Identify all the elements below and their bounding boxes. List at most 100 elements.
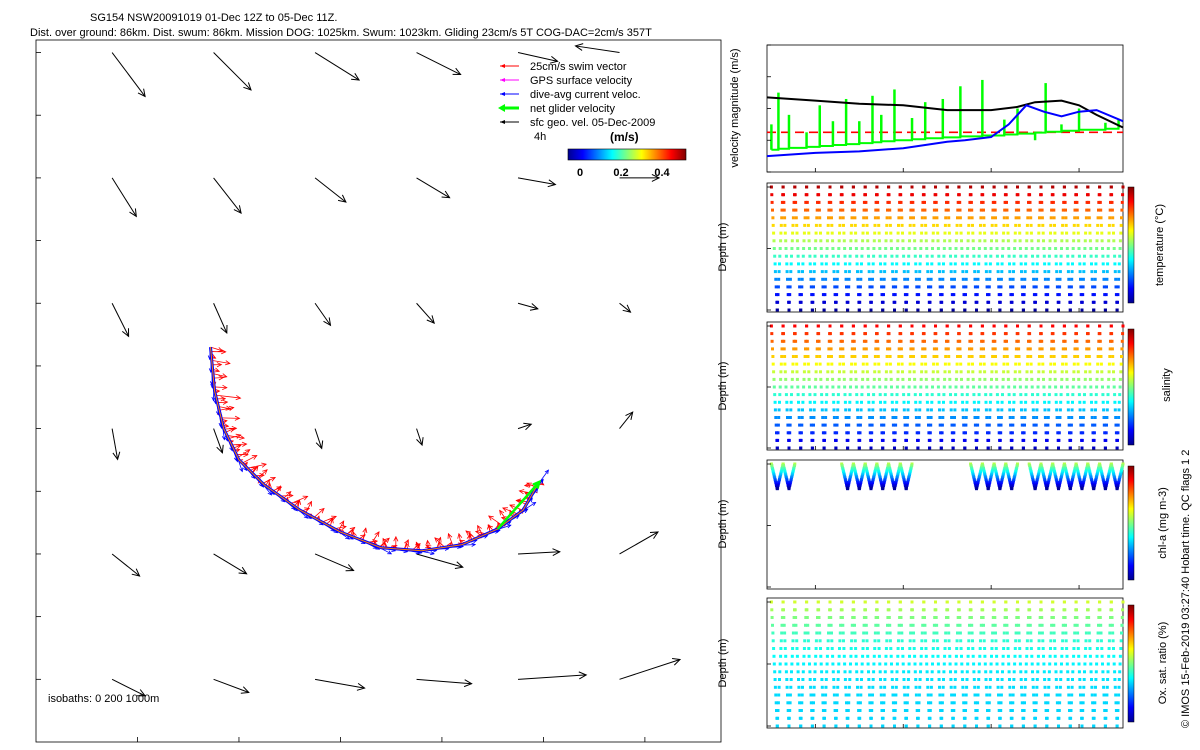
chlorophyll-sample bbox=[1076, 471, 1080, 475]
temperature-sample bbox=[1073, 208, 1077, 212]
salinity-sample bbox=[872, 385, 876, 389]
salinity-sample bbox=[1022, 438, 1026, 442]
temperature-sample bbox=[807, 239, 811, 243]
salinity-sample bbox=[840, 324, 844, 328]
salinity-sample bbox=[905, 431, 909, 435]
temperature-sample bbox=[1045, 300, 1049, 304]
oxygen-sample bbox=[1081, 693, 1085, 697]
oxygen-sample bbox=[940, 701, 944, 705]
oxygen-sample bbox=[1116, 709, 1120, 712]
oxygen-sample bbox=[950, 693, 954, 697]
salinity-sample bbox=[838, 370, 841, 374]
temperature-sample bbox=[864, 193, 867, 197]
temperature-sample bbox=[934, 200, 938, 204]
oxygen-sample bbox=[971, 654, 975, 658]
salinity-sample bbox=[941, 408, 945, 412]
temperature-sample bbox=[794, 216, 798, 220]
oxygen-sample bbox=[942, 670, 946, 674]
oxygen-sample bbox=[858, 716, 862, 720]
temperature-sample bbox=[906, 270, 910, 274]
salinity-sample bbox=[1017, 362, 1021, 366]
salinity-sample bbox=[938, 423, 942, 427]
temperature-colorbar-label: temperature (°C) bbox=[1154, 204, 1166, 286]
salinity-sample bbox=[884, 370, 888, 374]
chlorophyll-sample bbox=[862, 468, 866, 472]
map-colorbar-tick-2: 0.4 bbox=[654, 167, 670, 179]
salinity-sample bbox=[865, 370, 869, 374]
salinity-sample bbox=[1059, 393, 1063, 397]
chlorophyll-sample bbox=[841, 468, 845, 472]
temperature-sample bbox=[1054, 247, 1058, 250]
chlorophyll-sample bbox=[976, 480, 980, 484]
oxygen-sample bbox=[815, 623, 819, 627]
salinity-sample bbox=[983, 377, 987, 381]
oxygen-sample bbox=[984, 678, 988, 681]
geo-vector-head bbox=[672, 658, 682, 666]
oxygen-sample bbox=[792, 623, 796, 627]
oxygen-sample bbox=[854, 662, 858, 666]
oxygen-sample bbox=[852, 608, 856, 612]
oxygen-sample bbox=[964, 709, 967, 712]
oxygen-sample bbox=[870, 701, 874, 705]
geo-vector bbox=[213, 52, 252, 91]
temperature-sample bbox=[772, 239, 776, 243]
temperature-sample bbox=[1112, 247, 1116, 250]
oxygen-sample bbox=[1052, 623, 1056, 627]
temperature-sample bbox=[1008, 262, 1011, 266]
temperature-sample bbox=[902, 270, 906, 274]
salinity-sample bbox=[778, 400, 781, 404]
temperature-sample bbox=[1105, 285, 1108, 289]
salinity-sample bbox=[922, 332, 926, 336]
oxygen-sample bbox=[986, 724, 990, 728]
temperature-sample bbox=[818, 216, 822, 220]
salinity-sample bbox=[785, 400, 789, 404]
oxygen-sample bbox=[1099, 631, 1103, 635]
geo-vector bbox=[314, 678, 365, 689]
salinity-sample bbox=[827, 355, 830, 358]
temperature-sample bbox=[889, 239, 893, 243]
salinity-sample bbox=[941, 416, 945, 419]
salinity-sample bbox=[1105, 408, 1109, 412]
oxygen-sample bbox=[1055, 693, 1059, 697]
salinity-sample bbox=[1041, 362, 1045, 366]
oxygen-sample bbox=[825, 662, 829, 666]
temperature-sample bbox=[1086, 185, 1090, 189]
salinity-sample bbox=[813, 400, 817, 404]
oxygen-sample bbox=[1035, 678, 1039, 681]
oxygen-sample bbox=[854, 654, 858, 658]
oxygen-sample bbox=[845, 701, 848, 705]
salinity-sample bbox=[1024, 393, 1028, 397]
oxygen-sample bbox=[1038, 623, 1042, 627]
temperature-sample bbox=[971, 223, 974, 227]
temperature-sample bbox=[1023, 285, 1026, 289]
temperature-sample bbox=[983, 239, 987, 243]
temperature-sample bbox=[1073, 216, 1077, 220]
chlorophyll-sample bbox=[1094, 476, 1098, 480]
salinity-sample bbox=[1113, 393, 1117, 397]
oxygen-sample bbox=[895, 678, 899, 681]
temperature-sample bbox=[771, 216, 775, 220]
salinity-sample bbox=[1021, 446, 1025, 450]
oxygen-sample bbox=[823, 716, 826, 720]
salinity-sample bbox=[1105, 416, 1109, 419]
oxygen-sample bbox=[1010, 724, 1014, 728]
chlorophyll-sample bbox=[1120, 468, 1123, 472]
oxygen-sample bbox=[863, 600, 867, 604]
salinity-sample bbox=[838, 362, 842, 366]
temperature-sample bbox=[1064, 216, 1068, 220]
temperature-sample bbox=[811, 300, 815, 304]
temperature-sample bbox=[1040, 208, 1044, 212]
salinity-sample bbox=[1040, 339, 1044, 343]
salinity-sample bbox=[805, 324, 809, 328]
oxygen-sample bbox=[916, 716, 920, 720]
temperature-sample bbox=[867, 270, 871, 274]
oxygen-sample bbox=[1006, 639, 1010, 643]
oxygen-sample bbox=[1096, 639, 1100, 643]
oxygen-sample bbox=[797, 685, 801, 689]
temperature-sample bbox=[962, 285, 966, 289]
temperature-sample bbox=[901, 247, 905, 250]
salinity-sample bbox=[770, 339, 774, 343]
oxygen-sample bbox=[963, 716, 967, 720]
oxygen-sample bbox=[956, 631, 959, 635]
oxygen-sample bbox=[776, 701, 780, 705]
